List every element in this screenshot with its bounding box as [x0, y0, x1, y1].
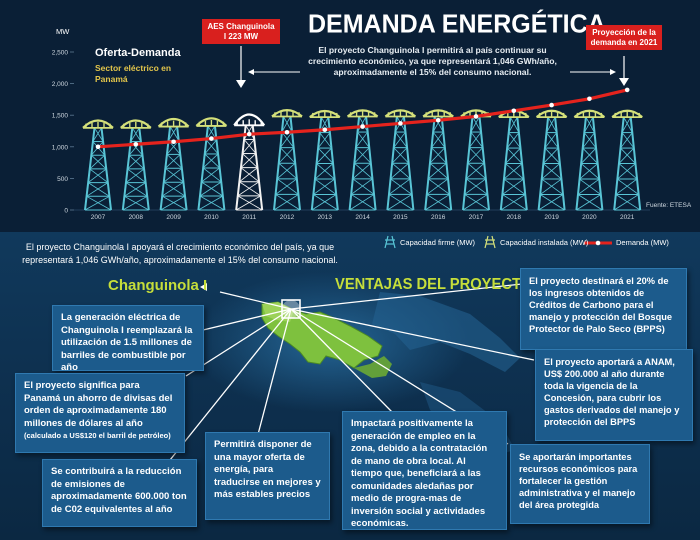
tower [535, 109, 568, 211]
advantage-resources: Se aportarán importantes recursos económ… [510, 444, 650, 524]
x-tick-label: 2012 [280, 214, 295, 221]
band-text: El proyecto Changuinola I apoyará el cre… [22, 242, 338, 266]
x-tick-label: 2007 [91, 214, 106, 221]
demand-point [133, 141, 139, 147]
demand-point [246, 131, 252, 137]
y-tick-label: 1,500 [52, 113, 69, 120]
tower [573, 109, 606, 211]
y-tick-label: 1,000 [52, 144, 69, 151]
tower [120, 119, 152, 211]
demand-point [511, 108, 517, 114]
demand-point [322, 127, 328, 133]
savings-note: (calculado a US$120 el barril de petróle… [24, 431, 171, 441]
advantage-emissions: Se contribuirá a la reducción de emision… [42, 459, 197, 527]
demand-point [209, 136, 214, 141]
tower [271, 108, 303, 211]
y-tick-label: 2,500 [52, 50, 69, 57]
tower [611, 109, 643, 211]
callout-right-arrow [619, 78, 629, 86]
x-tick-label: 2010 [204, 214, 219, 221]
demand-point [473, 114, 479, 119]
bottom-panel: El proyecto Changuinola I apoyará el cre… [0, 232, 700, 540]
tower [309, 109, 341, 211]
x-tick-label: 2011 [242, 214, 256, 221]
demand-point [95, 144, 101, 150]
legend-firme: Capacidad firme (MW) [400, 238, 476, 247]
demand-point [549, 102, 554, 108]
source-text: Fuente: ETESA [646, 202, 692, 209]
legend-instalada: Capacidad instalada (MW) [500, 238, 589, 247]
tower [498, 109, 530, 211]
chart-panel: MW 0 500 1,000 1,500 2,000 2,500 2007 2008 2009 20… [0, 0, 700, 232]
demand-point [398, 121, 403, 126]
advantage-savings: El proyecto significa para Panamá un aho… [15, 373, 185, 453]
left-subtitle: Sector eléctrico en Panamá [95, 63, 172, 84]
advantage-employment: Impactará positivamente la generación de… [342, 411, 507, 530]
advantage-energy: Permitirá disponer de una mayor oferta d… [205, 432, 330, 520]
section-title: VENTAJAS DEL PROYECTO [335, 276, 533, 293]
tower [82, 119, 114, 211]
x-tick-label: 2015 [393, 214, 408, 221]
advantage-anam: El proyecto aportará a ANAM, US$ 200.000… [535, 349, 693, 441]
savings-text: El proyecto significa para Panamá un aho… [24, 380, 173, 429]
demand-chart: MW 0 500 1,000 1,500 2,000 2,500 2007 2008 2009 20… [52, 27, 650, 221]
demand-point [171, 139, 176, 145]
callout-left-arrow [236, 80, 246, 88]
x-tick-label: 2018 [507, 214, 522, 221]
tower [346, 109, 379, 211]
demand-point [284, 129, 290, 135]
x-tick-label: 2021 [620, 214, 635, 221]
y-tick-label: 0 [64, 208, 68, 215]
x-tick-label: 2014 [355, 214, 370, 221]
chart-title: DEMANDA ENERGÉTICA [308, 9, 606, 39]
tower [460, 109, 492, 211]
project-label: Changuinola I [108, 277, 208, 294]
y-tick-label: 2,000 [52, 81, 69, 88]
x-tick-label: 2019 [544, 214, 559, 221]
demand-point [587, 96, 592, 102]
callout-projection: Proyección de la demanda en 2021 [586, 25, 662, 51]
tower [157, 117, 190, 211]
legend-demanda: Demanda (MW) [616, 238, 669, 247]
x-tick-label: 2013 [318, 214, 333, 221]
x-tick-label: 2020 [582, 214, 597, 221]
x-tick-label: 2016 [431, 214, 446, 221]
tower [422, 109, 454, 211]
x-tick-label: 2017 [469, 214, 484, 221]
callout-aes: AES Changuinola I 223 MW [202, 19, 280, 45]
chart-subtitle: El proyecto Changuinola I permitirá al p… [308, 45, 557, 77]
tower [233, 113, 266, 211]
x-tick-label: 2009 [166, 214, 181, 221]
demand-point [435, 117, 441, 123]
x-tick-label: 2008 [129, 214, 144, 221]
y-axis-label: MW [56, 27, 70, 36]
tower [384, 109, 417, 211]
demand-point [360, 124, 365, 129]
advantage-fuel: La generación eléctrica de Changuinola I… [52, 305, 204, 373]
left-title: Oferta-Demanda [95, 47, 181, 59]
advantage-carbon: El proyecto destinará el 20% de los ingr… [520, 268, 687, 350]
y-tick-label: 500 [57, 176, 68, 183]
tower [195, 117, 228, 211]
legend: Capacidad firme (MW) Capacidad instalada… [380, 232, 700, 256]
demand-point [624, 87, 630, 93]
